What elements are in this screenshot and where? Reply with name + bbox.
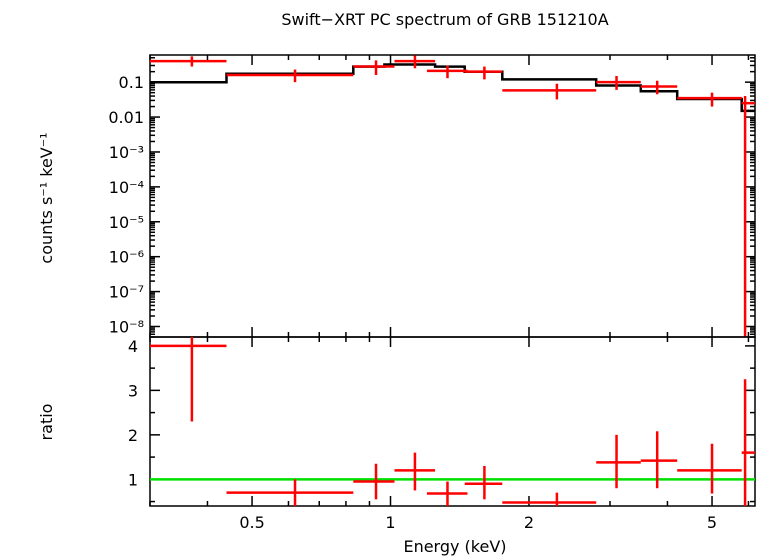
- ratio-data-point: [394, 452, 436, 491]
- top-data-point: [464, 66, 503, 80]
- bottom-panel: 1 2 3 4: [128, 336, 756, 507]
- bottom-y-tick-label: 2: [128, 426, 138, 445]
- ratio-data-point: [640, 431, 678, 489]
- ratio-data-point: [426, 481, 468, 506]
- top-y-tick-label: 10⁻⁵: [109, 213, 144, 232]
- top-y-tick-label: 10⁻⁴: [109, 178, 144, 197]
- top-data-point: [353, 60, 395, 76]
- top-y-axis-label: counts s⁻¹ keV⁻¹: [37, 132, 56, 263]
- top-y-tick-label: 10⁻⁶: [109, 248, 144, 267]
- top-panel: 0.1 0.01 10⁻³ 10⁻⁴ 10⁻⁵ 10⁻⁶ 10⁻⁷ 10⁻⁸: [108, 54, 756, 338]
- top-y-tick-label: 10⁻⁸: [109, 317, 144, 336]
- bottom-y-tick-label: 4: [128, 337, 138, 356]
- ratio-data-point: [741, 379, 755, 506]
- top-panel-frame: [149, 54, 756, 338]
- top-data-point: [741, 96, 755, 337]
- top-data-point: [502, 83, 597, 100]
- top-data-point: [640, 80, 678, 95]
- x-axis-label: Energy (keV): [403, 537, 506, 556]
- bottom-y-tick-label: 1: [128, 470, 138, 489]
- top-y-tick-label: 10⁻³: [109, 143, 144, 162]
- top-data-point: [596, 76, 641, 90]
- bottom-y-tick-label: 3: [128, 381, 138, 400]
- top-data-point: [394, 55, 436, 69]
- x-tick-label: 1: [385, 513, 395, 532]
- bottom-y-axis-label: ratio: [37, 404, 56, 441]
- bottom-panel-frame: [149, 336, 756, 507]
- x-tick-label: 0.5: [239, 513, 264, 532]
- ratio-data-point: [677, 443, 742, 494]
- x-tick-label: 5: [707, 513, 717, 532]
- x-tick-label: 2: [524, 513, 534, 532]
- ratio-data-point: [353, 463, 395, 500]
- chart-title: Swift−XRT PC spectrum of GRB 151210A: [281, 10, 608, 29]
- ratio-data-point: [596, 434, 641, 489]
- ratio-data-point: [150, 337, 227, 422]
- top-y-tick-label: 0.1: [119, 73, 144, 92]
- ratio-data-point: [226, 479, 354, 506]
- top-data-point: [150, 56, 227, 67]
- top-y-tick-label: 10⁻⁷: [109, 283, 144, 302]
- top-data-point: [426, 65, 468, 79]
- ratio-data-point: [464, 465, 503, 500]
- ratio-data-point: [502, 492, 597, 506]
- top-y-tick-label: 0.01: [108, 108, 144, 127]
- top-data-point: [226, 69, 354, 83]
- top-data-point: [677, 92, 742, 107]
